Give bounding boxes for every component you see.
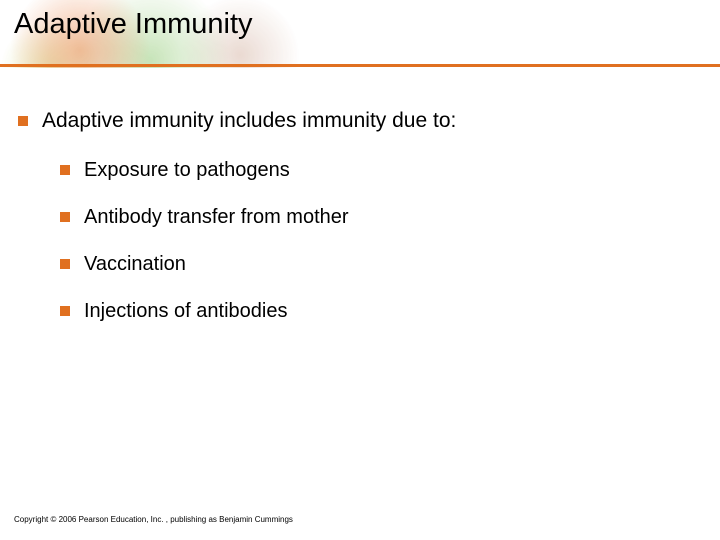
- slide-title: Adaptive Immunity: [14, 8, 253, 41]
- content-area: Adaptive immunity includes immunity due …: [18, 108, 698, 346]
- copyright-text: Copyright © 2006 Pearson Education, Inc.…: [14, 515, 293, 524]
- sub-bullet-text: Exposure to pathogens: [84, 158, 290, 183]
- sub-bullet-text: Injections of antibodies: [84, 299, 287, 324]
- bullet-square-icon: [18, 116, 28, 126]
- sub-bullet-text: Antibody transfer from mother: [84, 205, 349, 230]
- bullet-square-icon: [60, 212, 70, 222]
- sub-bullet-row: Exposure to pathogens: [60, 158, 698, 183]
- main-bullet-row: Adaptive immunity includes immunity due …: [18, 108, 698, 134]
- title-underline: [0, 64, 720, 67]
- sub-bullet-row: Vaccination: [60, 252, 698, 277]
- bullet-square-icon: [60, 306, 70, 316]
- sub-bullet-text: Vaccination: [84, 252, 186, 277]
- bullet-square-icon: [60, 259, 70, 269]
- sub-bullet-row: Antibody transfer from mother: [60, 205, 698, 230]
- sub-bullet-row: Injections of antibodies: [60, 299, 698, 324]
- bullet-square-icon: [60, 165, 70, 175]
- main-bullet-text: Adaptive immunity includes immunity due …: [42, 108, 456, 134]
